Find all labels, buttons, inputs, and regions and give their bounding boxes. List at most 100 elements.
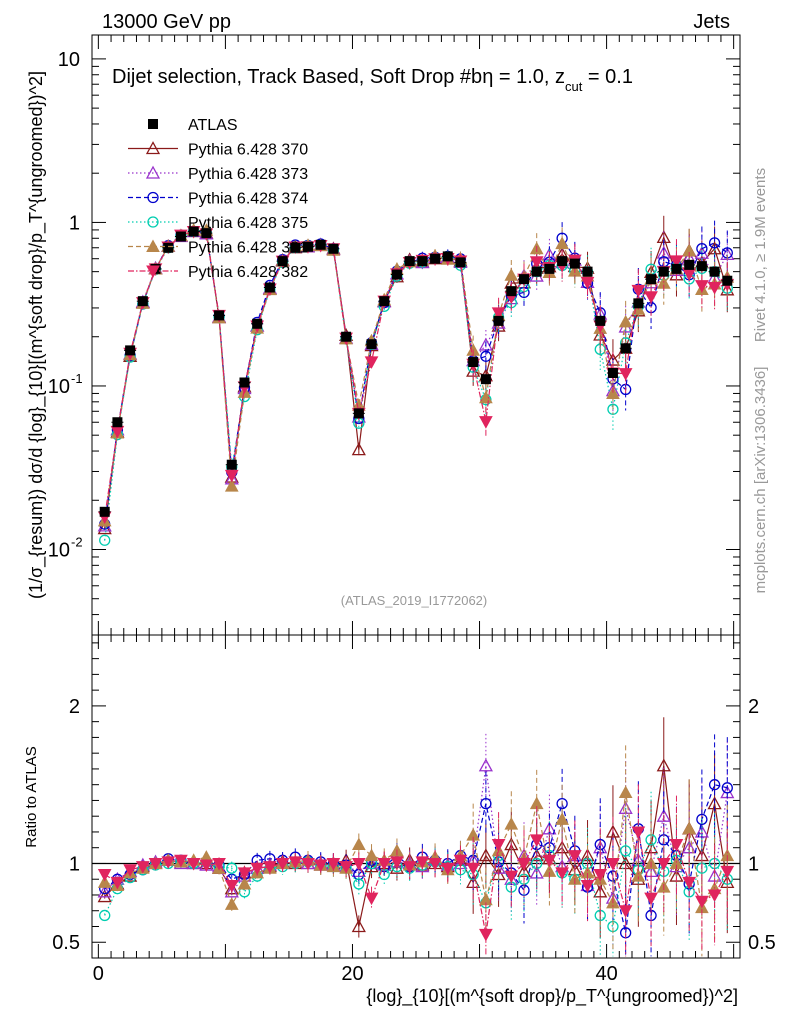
atlas-data-point: [379, 296, 390, 307]
atlas-data-point: [684, 259, 695, 270]
series-pythia-6-428-374: [99, 220, 733, 957]
data-point-ratio: [402, 861, 417, 874]
data-point-ratio: [656, 857, 671, 871]
atlas-data-point: [493, 315, 504, 326]
data-point-ratio: [224, 897, 239, 910]
atlas-data-point: [328, 243, 339, 254]
series-pythia-6-428-375: [99, 225, 733, 957]
data-point-ratio: [97, 884, 112, 898]
atlas-data-point: [391, 269, 402, 280]
data-point-ratio: [478, 758, 493, 772]
legend-label: Pythia 6.428 382: [188, 264, 308, 281]
data-point-ratio: [580, 880, 595, 893]
data-point-ratio: [555, 812, 569, 825]
data-point-main: [618, 368, 633, 381]
atlas-data-point: [277, 256, 288, 267]
data-point-ratio: [529, 834, 544, 847]
atlas-data-point: [226, 459, 237, 470]
legend-entry: Pythia 6.428 374: [128, 191, 308, 208]
data-point-ratio: [199, 859, 214, 873]
atlas-data-point: [366, 339, 377, 350]
atlas-data-point: [557, 256, 568, 267]
atlas-data-point: [582, 266, 593, 277]
data-point-ratio: [593, 884, 608, 898]
legend-entry: Pythia 6.428 370: [128, 141, 308, 159]
data-point-ratio: [567, 850, 582, 863]
data-point-ratio: [669, 839, 684, 852]
data-point-ratio: [656, 808, 671, 822]
atlas-data-point: [506, 286, 517, 297]
mcplots-source-label: mcplots.cern.ch [arXiv:1306.3436]: [752, 367, 769, 594]
atlas-data-point: [696, 261, 707, 272]
data-point-ratio: [110, 876, 125, 890]
data-point-main: [555, 236, 569, 250]
plot-title-beta: η = 1.0, z: [482, 66, 565, 88]
data-point-ratio: [351, 837, 366, 851]
data-point-ratio: [619, 845, 632, 857]
atlas-data-point: [620, 343, 631, 354]
data-point-main: [644, 291, 658, 304]
data-point-ratio: [517, 857, 531, 871]
y-tick-label: 1: [69, 212, 80, 234]
data-point-ratio: [708, 779, 721, 791]
data-point-main: [708, 237, 721, 249]
data-point-ratio: [428, 857, 442, 871]
data-point-ratio: [618, 785, 633, 799]
y-tick-label: 10: [48, 376, 70, 398]
legend-entry: Pythia 6.428 381: [128, 239, 308, 257]
series-line-main: [104, 230, 728, 541]
data-point-ratio: [556, 797, 568, 810]
data-point-ratio: [250, 862, 265, 876]
x-tick-label: 0: [93, 963, 104, 985]
data-point-ratio: [97, 889, 112, 903]
atlas-data-point: [569, 258, 580, 269]
atlas-data-point: [341, 331, 352, 342]
data-point-main: [480, 350, 492, 362]
data-point-ratio: [480, 797, 492, 810]
legend-label: Pythia 6.428 375: [188, 215, 308, 232]
data-point-main: [695, 280, 709, 293]
axis-ticks: [92, 35, 740, 959]
data-point-main: [224, 479, 239, 492]
data-point-ratio: [453, 854, 468, 868]
legend-entry: ATLAS: [148, 117, 238, 134]
plot-title-subscript: cut: [565, 79, 583, 94]
legend-entry: Pythia 6.428 382: [128, 264, 308, 281]
legend-marker: [145, 165, 161, 179]
ratio-plot-frame: [91, 634, 741, 959]
series-line-ratio: [104, 838, 728, 928]
data-point-ratio: [174, 854, 188, 868]
data-point-ratio: [479, 928, 493, 942]
data-point-ratio: [226, 862, 238, 874]
data-point-main: [351, 442, 366, 456]
atlas-data-point: [175, 231, 186, 242]
data-point-main: [504, 268, 519, 281]
data-point-ratio: [644, 892, 658, 906]
atlas-data-point: [544, 263, 555, 274]
data-point-ratio: [301, 857, 315, 871]
ratio-y-tick-label: 2: [69, 696, 80, 718]
legend-label: ATLAS: [188, 117, 238, 134]
data-point-ratio: [720, 865, 735, 879]
y-tick-label: 10: [48, 539, 70, 561]
data-point-ratio: [263, 861, 277, 874]
data-point-ratio: [135, 861, 150, 874]
data-point-ratio: [415, 856, 430, 869]
data-point-ratio: [682, 821, 697, 835]
data-point-ratio: [618, 905, 633, 918]
data-point-ratio: [313, 859, 328, 873]
data-point-main: [224, 469, 239, 483]
data-point-ratio: [288, 856, 303, 869]
atlas-data-point: [417, 256, 428, 267]
series-line-main: [104, 229, 728, 521]
legend-label: Pythia 6.428 374: [188, 191, 308, 208]
x-axis-label: {log}_{10}[(m^{soft drop}/p_T^{ungroomed…: [366, 986, 738, 1007]
legend-label: Pythia 6.428 381: [188, 240, 308, 257]
data-point-main: [707, 282, 722, 295]
y-tick-label-exponent: -2: [71, 534, 83, 549]
atlas-data-point: [633, 298, 644, 309]
legend-marker: [147, 191, 159, 204]
atlas-data-point: [290, 242, 301, 253]
plot-title-end: = 0.1: [582, 66, 633, 88]
